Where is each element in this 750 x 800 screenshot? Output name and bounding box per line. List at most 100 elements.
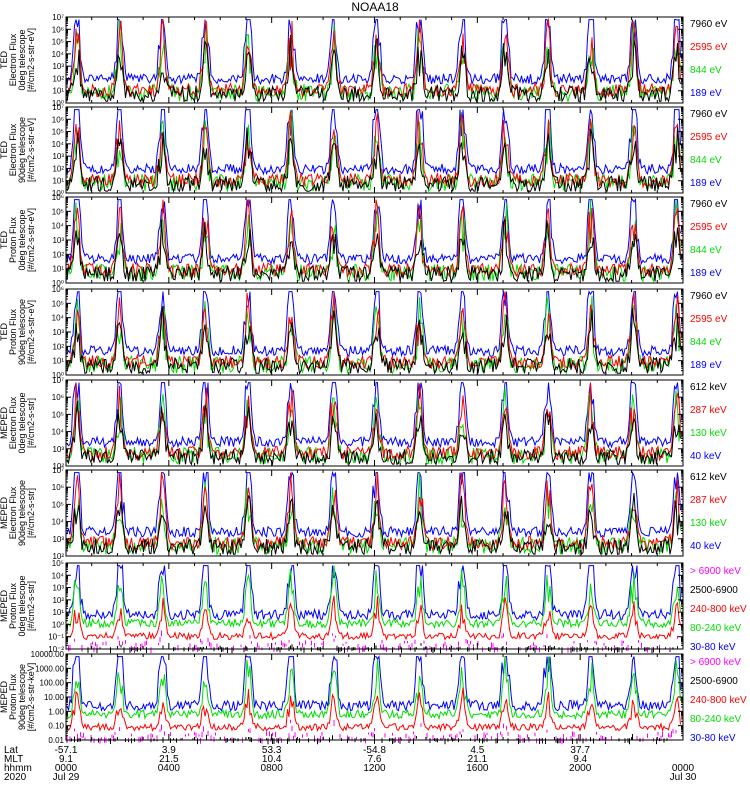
panel-8: 0.01 0.10 1.00 10.00 100.00 1000.00 10000.00 ME…	[0, 650, 747, 745]
y-tick-label: 10⁷	[52, 376, 64, 385]
y-tick-label: 10⁷	[52, 103, 64, 112]
y-tick-label: 10⁻¹	[48, 633, 64, 642]
y-tick-label: 10⁴	[52, 314, 65, 323]
y-tick-label: 0.10	[48, 722, 64, 731]
series-trace-287-keV	[66, 382, 681, 462]
legend-entry: 189 eV	[690, 88, 722, 99]
y-tick-label: 10⁰	[52, 371, 64, 380]
panel-4: 10⁰ 10¹ 10² 10³ 10⁴ 10⁵ 10⁶ TED Proton Flux 90deg…	[0, 285, 728, 380]
y-tick-label: 10.00	[44, 693, 65, 702]
panel-3: 10⁰ 10¹ 10² 10³ 10⁴ 10⁵ 10⁶ TED Proton Flux 0deg …	[0, 193, 728, 288]
panel-1: 10⁰ 10¹ 10² 10³ 10⁴ 10⁵ 10⁶ 10⁷ TED Electron Flux…	[0, 13, 728, 108]
legend-entry: 2595 eV	[690, 42, 728, 53]
y-tick-label: 10⁶	[52, 193, 64, 202]
y-tick-label: 10²	[52, 74, 64, 83]
series-trace-40-keV	[66, 382, 681, 449]
y-axis-label: 90deg telescope	[17, 299, 27, 365]
legend-entry: 130 keV	[690, 428, 727, 439]
panel-2: 10⁰ 10¹ 10² 10³ 10⁴ 10⁵ 10⁶ 10⁷ TED Electron Flux…	[0, 103, 728, 198]
series-trace-2595-eV	[66, 111, 681, 189]
y-axis-label: [#/cm2-s-str]	[26, 581, 36, 631]
legend-entry: 240-800 keV	[690, 604, 747, 615]
y-tick-label: 10³	[52, 236, 64, 245]
legend-entry: 612 keV	[690, 472, 727, 483]
x-column-value: 0400	[158, 763, 181, 774]
y-tick-label: 10⁴	[52, 428, 65, 437]
x-column-value: 2000	[569, 763, 592, 774]
y-tick-label: 10¹	[52, 177, 64, 186]
legend-entry: 2595 eV	[690, 132, 728, 143]
y-tick-label: 10³	[52, 152, 64, 161]
panel-6: 10² 10³ 10⁴ 10⁵ 10⁶ 10⁷ MEPED Electron Flux 90de…	[0, 466, 727, 561]
x-column-value: 0000	[672, 763, 695, 774]
y-tick-label: 10²	[52, 596, 64, 605]
series-trace-80-240-keV	[66, 565, 681, 630]
legend-entry: 30-80 keV	[690, 733, 736, 744]
y-axis-label: 90deg telescope	[17, 117, 27, 183]
x-column-value: 21.1	[468, 754, 488, 765]
y-axis-label: [#/cm2-s-str-eV]	[26, 300, 36, 364]
legend-entry: 287 keV	[690, 405, 727, 416]
legend-entry: 189 eV	[690, 178, 722, 189]
x-column-value: Jul 29	[53, 772, 80, 783]
x-column-value: 10.4	[262, 754, 282, 765]
y-tick-label: 10⁵	[52, 559, 64, 568]
series-trace-80-240-keV	[66, 656, 681, 721]
x-column-value: 37.7	[570, 745, 590, 756]
y-axis-label: Electron Flux	[8, 396, 18, 449]
series-trace-844-eV	[66, 199, 681, 283]
x-column-value: 0800	[261, 763, 284, 774]
x-row-label: MLT	[4, 754, 23, 765]
y-tick-label: 10²	[52, 552, 64, 561]
y-tick-label: 0.01	[48, 736, 64, 745]
x-column-value: 21.5	[159, 754, 179, 765]
y-axis-label: MEPED	[0, 590, 9, 623]
panel-5: 10² 10³ 10⁴ 10⁵ 10⁶ 10⁷ MEPED Electron Flux 0deg…	[0, 376, 727, 471]
x-column-value: Jul 30	[670, 772, 697, 783]
y-tick-label: 10⁴	[52, 222, 65, 231]
series-trace-2595-eV	[66, 199, 681, 279]
y-tick-label: 10⁴	[52, 518, 65, 527]
legend-entry: 40 keV	[690, 451, 721, 462]
y-tick-label: 10⁻²	[48, 645, 64, 654]
y-axis-label: Proton Flux	[8, 216, 18, 263]
y-tick-label: 10²	[52, 462, 64, 471]
y-tick-label: 10⁰	[52, 279, 64, 288]
y-axis-label: Proton Flux	[8, 673, 18, 720]
series-trace-7960-eV	[66, 218, 681, 284]
series-trace-612-keV	[66, 400, 681, 467]
legend-entry: 130 keV	[690, 518, 727, 529]
series-trace-7960-eV	[66, 305, 681, 375]
legend-entry: 612 keV	[690, 382, 727, 393]
series-trace-287-keV	[66, 472, 681, 552]
chart-title: NOAA18	[351, 0, 399, 14]
y-axis-label: [#/cm2-s-str-keV]	[26, 663, 36, 732]
legend-entry: 189 eV	[690, 268, 722, 279]
y-tick-label: 10³	[52, 445, 64, 454]
y-tick-label: 10⁰	[52, 189, 64, 198]
legend-entry: 40 keV	[690, 541, 721, 552]
y-axis-label: 90deg telescope	[17, 664, 27, 730]
y-tick-label: 10⁵	[52, 38, 64, 47]
series-trace-7960-eV	[66, 34, 681, 104]
y-tick-label: 1.00	[48, 707, 64, 716]
legend-entry: 844 eV	[690, 245, 722, 256]
y-tick-label: 10⁷	[52, 466, 64, 475]
y-tick-label: 10⁵	[52, 410, 64, 419]
y-tick-label: 10⁵	[52, 207, 64, 216]
series-trace-2595-eV	[66, 17, 681, 99]
series-trace-40-keV	[66, 470, 681, 539]
y-axis-label: MEPED	[0, 407, 9, 440]
legend-entry: 7960 eV	[690, 19, 728, 30]
y-axis-label: TED	[0, 230, 9, 249]
y-tick-label: 10⁵	[52, 128, 64, 137]
series-trace-2500-6900	[81, 643, 678, 654]
y-tick-label: 10⁵	[52, 299, 64, 308]
x-column-value: 0000	[55, 763, 78, 774]
y-axis-label: [#/cm2-s-str]	[26, 398, 36, 448]
y-tick-label: 10⁶	[52, 393, 64, 402]
x-column-value: 4.5	[470, 745, 484, 756]
y-axis-label: Electron Flux	[8, 486, 18, 539]
y-tick-label: 10⁰	[52, 620, 64, 629]
y-axis-label: 90deg telescope	[17, 480, 27, 546]
